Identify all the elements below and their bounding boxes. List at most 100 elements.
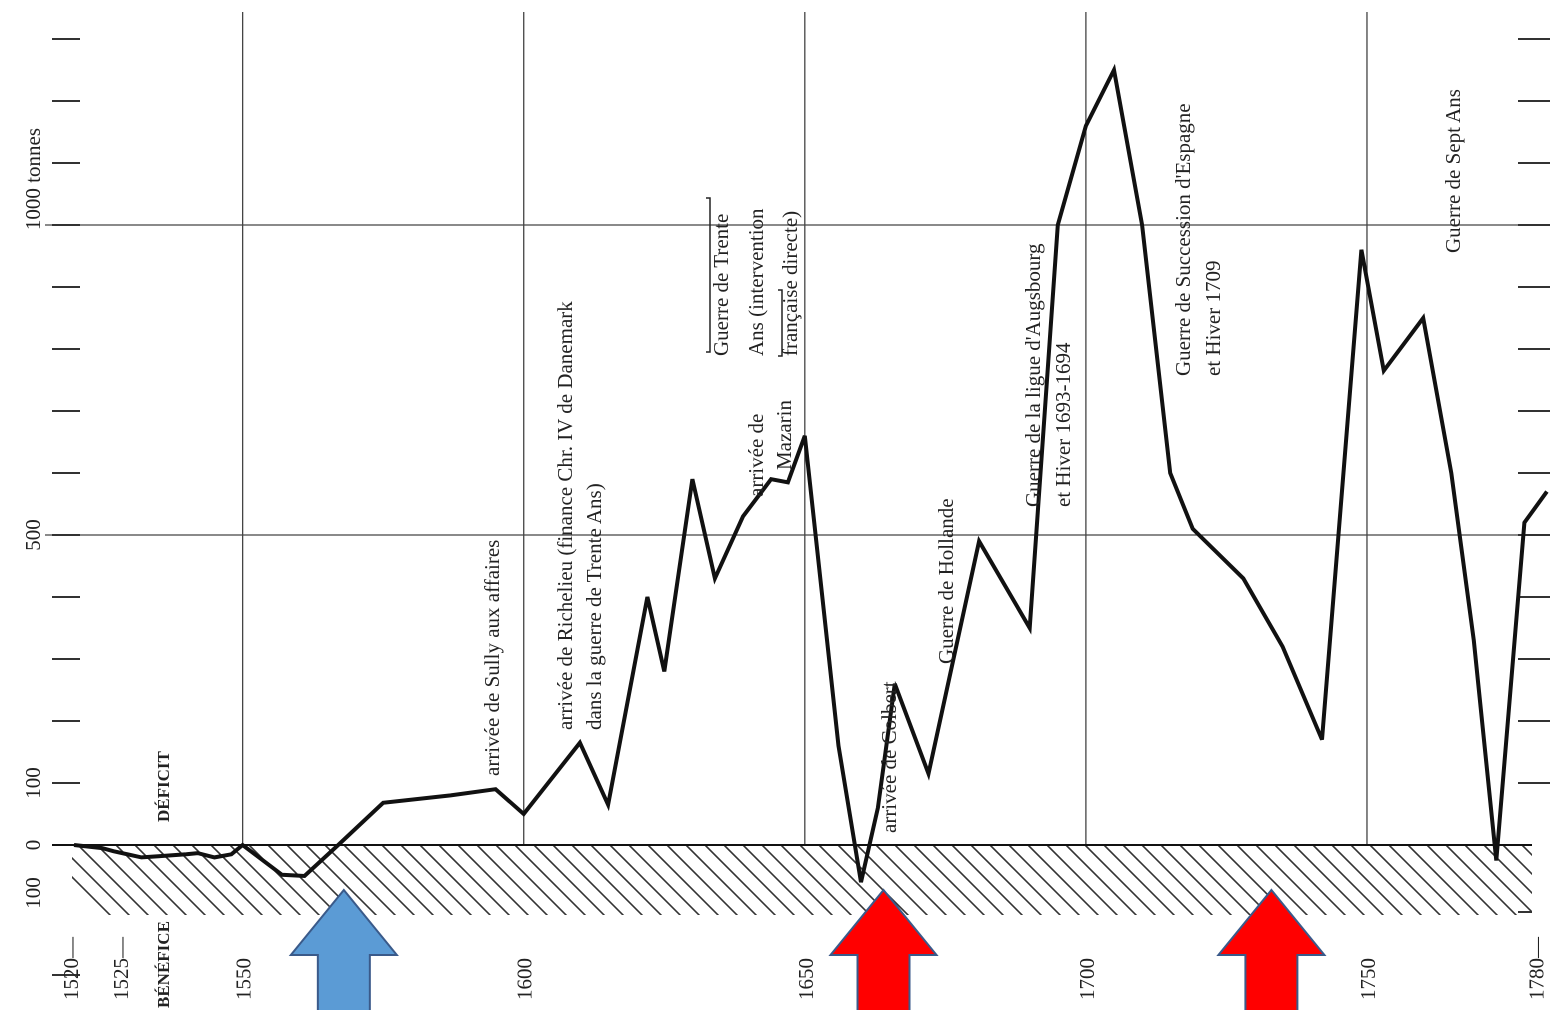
- hatch-line: [571, 845, 644, 915]
- hatch-line: [172, 845, 245, 915]
- y-tick-label: 100: [21, 767, 45, 799]
- arrow-up-icon: [288, 888, 399, 1010]
- y-tick-labels: 100 0 100 500: [21, 519, 45, 909]
- zone-label-deficit: DÉFICIT: [154, 750, 173, 822]
- hatch-line: [305, 845, 378, 915]
- arrows: [288, 888, 1327, 1010]
- hatch-line: [72, 856, 131, 915]
- bracket-icon: [706, 197, 711, 353]
- x-tick-label: 1525—: [109, 936, 133, 1000]
- hatch-line: [362, 845, 435, 915]
- x-tick-label: 1600: [513, 958, 537, 1000]
- hatch-line: [476, 845, 549, 915]
- minor-ticks: [52, 38, 1550, 976]
- hatch-line: [1160, 845, 1233, 915]
- hatch-line: [400, 845, 473, 915]
- hatch-line: [704, 845, 777, 915]
- hatch-line: [1426, 845, 1499, 915]
- x-tick-label: 1780—: [1525, 936, 1549, 1000]
- hatch-line: [1293, 845, 1366, 915]
- hatch-line: [1255, 845, 1328, 915]
- zone-label-benefice: BÉNÉFICE: [154, 921, 173, 1008]
- hatch-line: [780, 845, 853, 915]
- arrow-up-icon: [1216, 888, 1327, 1010]
- annotation-sully: arrivée de Sully aux affaires: [480, 540, 504, 776]
- hatch-line: [1388, 845, 1461, 915]
- hatch-line: [1521, 845, 1532, 857]
- hatch-line: [419, 845, 492, 915]
- annotation-trente-ans-line2: Ans (intervention: [744, 208, 768, 356]
- annotation-richelieu-line2: dans la guerre de Trente Ans): [582, 483, 606, 730]
- hatch-line: [894, 845, 967, 915]
- y-axis-label: 1000 tonnes: [21, 128, 45, 230]
- gridlines: [45, 12, 1530, 845]
- hatch-line: [267, 845, 340, 915]
- hatch-line: [932, 845, 1005, 915]
- hatch-line: [381, 845, 454, 915]
- hatch-line: [96, 845, 169, 915]
- hatch-line: [609, 845, 682, 915]
- hatch-line: [1464, 845, 1532, 914]
- x-tick-labels: 1520— 1525— 1550 1600 1650 1700 1750 1780—: [59, 936, 1549, 1000]
- hatch-line: [438, 845, 511, 915]
- hatch-line: [742, 845, 815, 915]
- hatch-line: [191, 845, 264, 915]
- annotation-mazarin-line2: Mazarin: [772, 400, 796, 470]
- hatch-line: [1331, 845, 1404, 915]
- bracket-icon: [778, 289, 783, 357]
- annotation-colbert: arrivée de Colbert: [877, 681, 901, 833]
- hatch-line: [1008, 845, 1081, 915]
- x-tick-label: 1520—: [59, 936, 83, 1000]
- series-points: [73, 69, 1547, 883]
- x-tick-label: 1750: [1356, 958, 1380, 1000]
- hatch-line: [685, 845, 758, 915]
- annotation-mazarin-line1: arrivée de: [744, 414, 768, 497]
- hatch-line: [1046, 845, 1119, 915]
- x-tick-label: 1650: [794, 958, 818, 1000]
- x-tick-label: 1700: [1075, 958, 1099, 1000]
- annotation-hollande: Guerre de Hollande: [934, 498, 958, 664]
- y-tick-label: 500: [21, 519, 45, 551]
- hatch-line: [1103, 845, 1176, 915]
- hatch-line: [761, 845, 834, 915]
- annotation-richelieu-line1: arrivée de Richelieu (finance Chr. IV de…: [553, 301, 577, 730]
- hatch-line: [324, 845, 397, 915]
- hatch-line: [1122, 845, 1195, 915]
- hatch-line: [628, 845, 701, 915]
- x-tick-label: 1550: [232, 958, 256, 1000]
- hatch-line: [1274, 845, 1347, 915]
- hatch-line: [229, 845, 302, 915]
- annotation-sept-ans: Guerre de Sept Ans: [1441, 89, 1465, 253]
- annotation-espagne-line2: et Hiver 1709: [1201, 261, 1225, 376]
- hatch-line: [951, 845, 1024, 915]
- hatch-line: [1445, 845, 1518, 915]
- hatch-line: [647, 845, 720, 915]
- hatch-line: [77, 845, 150, 915]
- hatch-line: [666, 845, 739, 915]
- hatch-line: [875, 845, 948, 915]
- hatch-line: [1502, 845, 1532, 876]
- hatch-line: [590, 845, 663, 915]
- hatch-line: [1236, 845, 1309, 915]
- hatch-line: [837, 845, 910, 915]
- hatch-line: [552, 845, 625, 915]
- annotation-augsbourg-line2: et Hiver 1693-1694: [1051, 342, 1075, 507]
- deficit-hatch-area: [72, 845, 1563, 917]
- hatch-line: [1312, 845, 1385, 915]
- hatch-line: [1065, 845, 1138, 915]
- hatch-line: [495, 845, 568, 915]
- annotation-trente-ans-line1: Guerre de Trente: [709, 214, 733, 356]
- hatch-line: [457, 845, 530, 915]
- hatch-line: [343, 845, 416, 915]
- y-tick-label: 0: [21, 840, 45, 851]
- series-line: [73, 63, 1549, 883]
- arrow-up-icon: [828, 888, 939, 1010]
- hatch-line: [533, 845, 606, 915]
- hatch-line: [72, 875, 112, 915]
- hatch-line: [856, 845, 929, 915]
- hatch-line: [799, 845, 872, 915]
- annotation-augsbourg-line1: Guerre de la ligue d'Augsbourg: [1021, 243, 1045, 507]
- hatch-line: [1541, 845, 1563, 917]
- hatch-line: [1141, 845, 1214, 915]
- annotation-espagne-line1: Guerre de Succession d'Espagne: [1171, 103, 1195, 376]
